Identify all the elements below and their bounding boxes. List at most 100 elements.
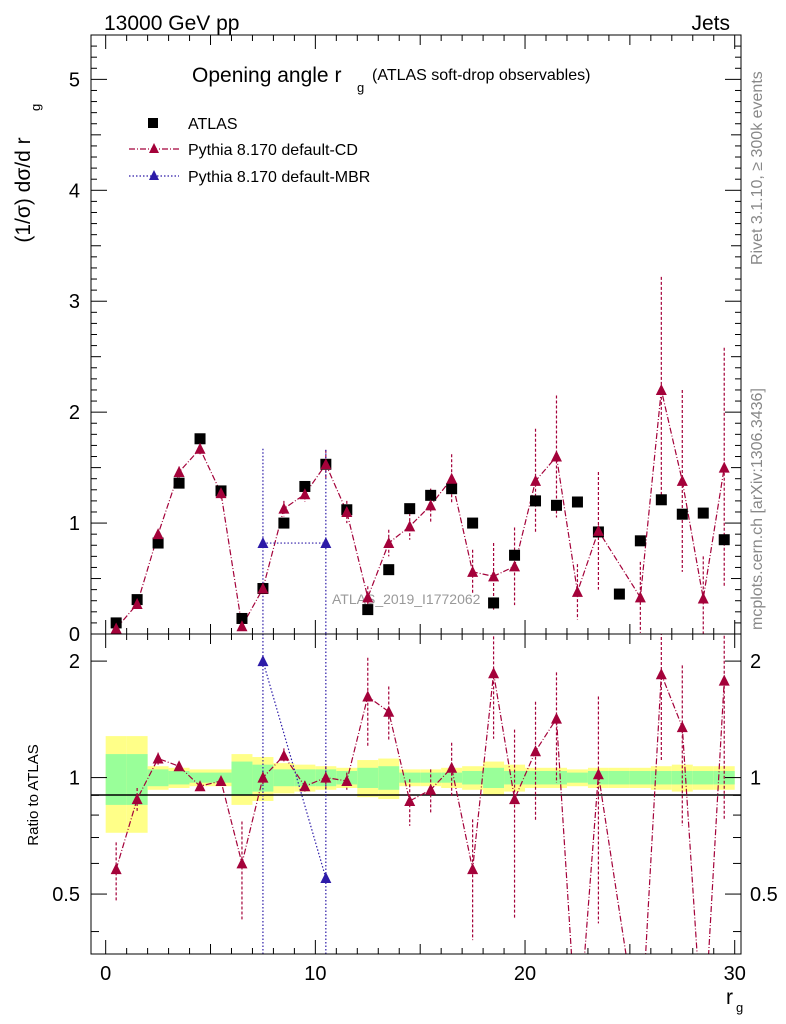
ratio-frame <box>90 633 742 955</box>
atlas-point-3 <box>173 477 185 489</box>
cd-ratio-point-2 <box>152 752 164 764</box>
band-inner-15 <box>420 772 442 783</box>
band-inner-0 <box>105 754 127 805</box>
cd-ratio-point-16 <box>446 761 458 773</box>
cd-ratio-point-15 <box>425 783 437 795</box>
legend-cd-label: Pythia 8.170 default-CD <box>188 142 358 159</box>
header-left: 13000 GeV pp <box>104 12 239 35</box>
cd-ratio-point-9 <box>299 780 311 792</box>
atlas-point-6 <box>236 612 248 624</box>
cd-ratio-point-4 <box>194 780 206 792</box>
cd-main-point-9 <box>299 488 311 500</box>
chart-title: Opening angle r <box>192 64 341 87</box>
cd-main-point-22 <box>571 585 583 597</box>
cd-ratio-line <box>115 673 725 954</box>
cd-ratio-point-20 <box>530 745 542 757</box>
y-tick-label-4: 4 <box>69 180 80 202</box>
cd-ratio-point-29 <box>718 674 730 686</box>
cd-main-point-17 <box>467 565 479 577</box>
atlas-point-22 <box>571 496 583 508</box>
cd-ratio-point-23 <box>592 768 604 780</box>
cd-main-point-26 <box>655 383 667 395</box>
legend-atlas-label: ATLAS <box>188 116 238 133</box>
cd-ratio-point-5 <box>215 774 227 786</box>
atlas-point-12 <box>362 604 374 616</box>
ratio-tick-label-left-1: 1 <box>69 768 80 790</box>
band-inner-17 <box>462 770 484 785</box>
band-inner-26 <box>650 770 672 785</box>
ratio-tick-label-right-0: 0.5 <box>750 884 778 906</box>
atlas-point-17 <box>467 517 479 529</box>
cd-main-point-25 <box>634 591 646 603</box>
cd-ratio-point-13 <box>383 705 395 717</box>
band-inner-4 <box>189 772 211 783</box>
legend-cd-marker <box>149 143 159 153</box>
ratio-tick-label-left-2: 2 <box>69 651 80 673</box>
x-tick-label-3: 30 <box>724 963 746 985</box>
atlas-point-9 <box>299 480 311 492</box>
atlas-point-14 <box>404 503 416 515</box>
band-inner-28 <box>692 770 714 785</box>
x-axis-label-sub: g <box>736 1000 743 1015</box>
band-inner-6 <box>231 761 253 796</box>
mbr-ratio-point-7 <box>257 655 269 667</box>
cd-ratio-point-26 <box>655 668 667 680</box>
cd-main-point-16 <box>446 472 458 484</box>
cd-main-point-8 <box>278 502 290 514</box>
cd-ratio-point-12 <box>362 690 374 702</box>
cd-ratio-point-0 <box>110 863 122 875</box>
main-series-layer <box>110 276 730 634</box>
atlas-point-19 <box>509 549 521 561</box>
mbr-ratio-point-10 <box>320 872 332 884</box>
ratio-tick-label-left-0: 0.5 <box>52 884 80 906</box>
atlas-point-21 <box>550 499 562 511</box>
cd-ratio-point-10 <box>320 771 332 783</box>
band-inner-9 <box>294 769 316 787</box>
band-inner-25 <box>629 770 651 785</box>
x-tick-label-0: 0 <box>100 963 111 985</box>
cd-main-point-1 <box>131 598 143 610</box>
y-axis-label: (1/σ) dσ/d r <box>12 137 35 242</box>
cd-main-point-2 <box>152 528 164 540</box>
atlas-point-15 <box>425 489 437 501</box>
cd-main-point-6 <box>236 620 248 632</box>
y-tick-label-0: 0 <box>69 624 80 646</box>
y-tick-label-3: 3 <box>69 291 80 313</box>
mbr-main-point-7 <box>257 537 269 549</box>
band-inner-19 <box>504 770 526 785</box>
atlas-point-29 <box>718 534 730 546</box>
atlas-point-16 <box>446 483 458 495</box>
band-inner-3 <box>168 770 190 785</box>
x-tick-label-1: 10 <box>304 963 326 985</box>
atlas-point-26 <box>655 494 667 506</box>
ratio-axis-label: Ratio to ATLAS <box>25 744 42 845</box>
ratio-series-layer <box>110 634 730 954</box>
rivet-side-label: Rivet 3.1.10, ≥ 300k events <box>749 71 766 265</box>
atlas-point-18 <box>488 597 500 609</box>
band-inner-14 <box>399 772 421 783</box>
cd-main-point-4 <box>194 442 206 454</box>
cd-main-point-10 <box>320 458 332 470</box>
band-inner-24 <box>608 770 630 785</box>
atlas-point-8 <box>278 517 290 529</box>
legend-mbr-label: Pythia 8.170 default-MBR <box>188 169 370 186</box>
y-axis-label-sub: g <box>28 104 43 111</box>
y-tick-label-5: 5 <box>69 69 80 91</box>
cd-ratio-point-17 <box>467 863 479 875</box>
header-right: Jets <box>691 12 730 35</box>
atlas-point-2 <box>152 537 164 549</box>
cd-ratio-point-3 <box>173 760 185 772</box>
band-inner-1 <box>126 754 148 805</box>
cd-ratio-point-14 <box>404 794 416 806</box>
y-tick-label-2: 2 <box>69 402 80 424</box>
atlas-point-25 <box>634 535 646 547</box>
axes-layer: 0 10 20 30 0 1 2 3 4 5 0.5 0.5 1 1 2 2 <box>52 34 778 985</box>
cd-main-line <box>115 389 725 629</box>
band-inner-22 <box>566 772 588 783</box>
cd-ratio-point-21 <box>550 712 562 724</box>
cd-main-point-11 <box>341 505 353 517</box>
cd-ratio-point-11 <box>341 774 353 786</box>
cd-main-point-21 <box>550 450 562 462</box>
cd-main-point-5 <box>215 487 227 499</box>
